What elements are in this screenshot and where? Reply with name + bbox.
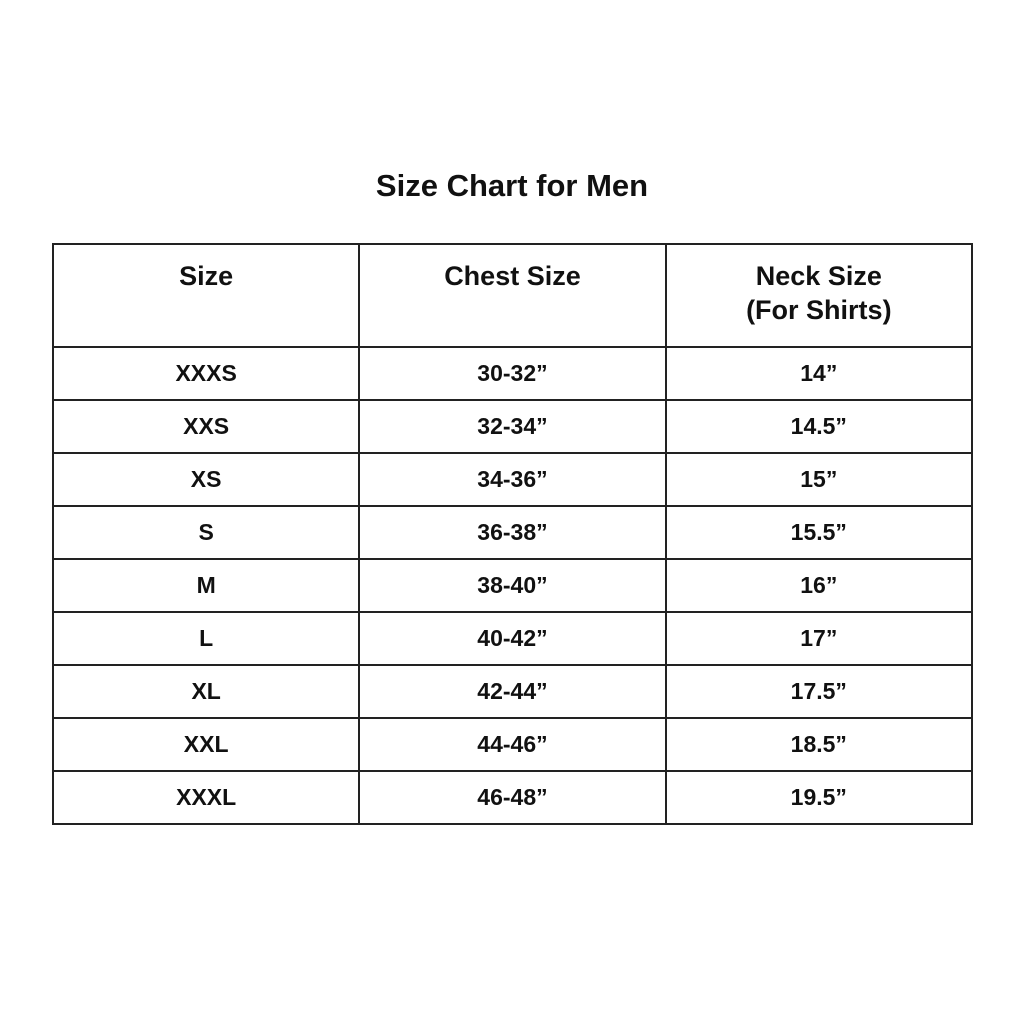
cell-neck: 14” xyxy=(664,346,974,401)
cell-chest: 40-42” xyxy=(358,611,667,666)
cell-size: L xyxy=(51,611,361,666)
cell-neck: 17” xyxy=(664,611,974,666)
cell-neck: 19.5” xyxy=(664,770,974,825)
table-row: L 40-42” 17” xyxy=(51,611,974,666)
cell-neck: 14.5” xyxy=(664,399,974,454)
cell-neck: 16” xyxy=(664,558,974,613)
cell-size: XXXS xyxy=(51,346,361,401)
cell-size: XL xyxy=(51,664,361,719)
cell-size: S xyxy=(51,505,361,560)
table-row: S 36-38” 15.5” xyxy=(51,505,974,560)
page-title: Size Chart for Men xyxy=(375,168,649,203)
cell-chest: 38-40” xyxy=(358,558,667,613)
table-row: XXXS 30-32” 14” xyxy=(51,346,974,401)
cell-chest: 30-32” xyxy=(358,346,667,401)
cell-neck: 15.5” xyxy=(664,505,974,560)
cell-neck: 15” xyxy=(664,452,974,507)
table-row: XL 42-44” 17.5” xyxy=(51,664,974,719)
header-neck-size: Neck Size (For Shirts) xyxy=(664,243,974,348)
cell-size: XXS xyxy=(51,399,361,454)
header-neck-size-label: Neck Size xyxy=(755,261,882,291)
cell-chest: 42-44” xyxy=(358,664,667,719)
cell-chest: 34-36” xyxy=(358,452,667,507)
table-row: XS 34-36” 15” xyxy=(51,452,974,507)
cell-chest: 32-34” xyxy=(358,399,667,454)
header-neck-size-sublabel: (For Shirts) xyxy=(746,295,892,325)
cell-chest: 36-38” xyxy=(358,505,667,560)
cell-size: M xyxy=(51,558,361,613)
cell-size: XS xyxy=(51,452,361,507)
cell-size: XXXL xyxy=(51,770,361,825)
table-row: XXXL 46-48” 19.5” xyxy=(51,770,974,825)
cell-neck: 18.5” xyxy=(664,717,974,772)
header-chest-size: Chest Size xyxy=(358,243,667,348)
cell-chest: 46-48” xyxy=(358,770,667,825)
header-row: Size Chest Size Neck Size (For Shirts) xyxy=(51,243,974,348)
cell-chest: 44-46” xyxy=(358,717,667,772)
header-size: Size xyxy=(51,243,361,348)
size-chart-table: Size Chest Size Neck Size (For Shirts) X… xyxy=(51,243,974,825)
cell-size: XXL xyxy=(51,717,361,772)
table-row: XXL 44-46” 18.5” xyxy=(51,717,974,772)
table-row: M 38-40” 16” xyxy=(51,558,974,613)
cell-neck: 17.5” xyxy=(664,664,974,719)
table-row: XXS 32-34” 14.5” xyxy=(51,399,974,454)
